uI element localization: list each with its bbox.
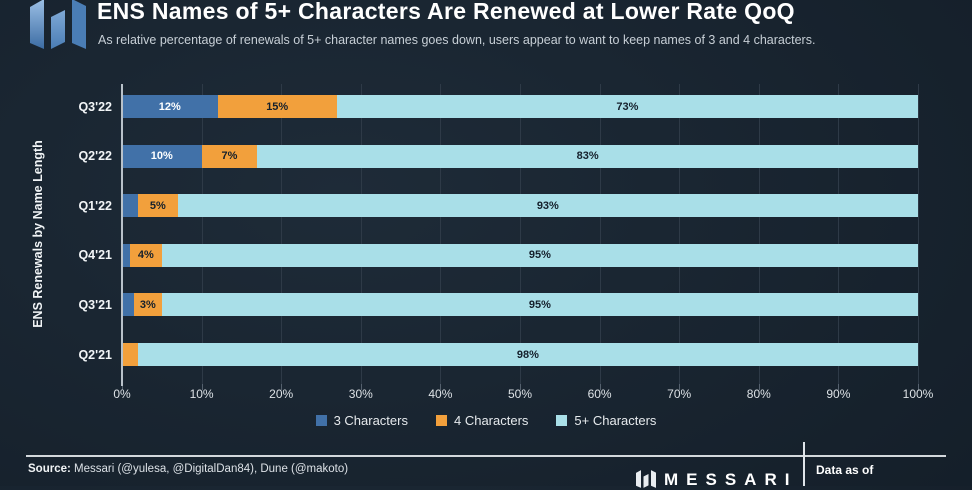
bar-segment bbox=[122, 194, 138, 218]
category-label: Q2'22 bbox=[78, 149, 112, 164]
source-label: Source: bbox=[28, 463, 71, 475]
x-tick-label: 60% bbox=[587, 387, 612, 401]
bar-segment-label: 93% bbox=[536, 199, 559, 212]
bar-segment-label: 7% bbox=[221, 150, 238, 163]
tick-mark bbox=[838, 384, 840, 390]
legend-swatch bbox=[435, 414, 447, 426]
gridline bbox=[360, 84, 362, 384]
category-label: Q1'22 bbox=[78, 198, 112, 213]
bar-segment: 7% bbox=[201, 144, 258, 168]
source-text: Source: Messari (@yulesa, @DigitalDan84)… bbox=[28, 463, 348, 475]
legend: 3 Characters 4 Characters 5+ Characters bbox=[0, 411, 972, 429]
gridline bbox=[281, 84, 283, 384]
bar-segment-label: 12% bbox=[158, 100, 181, 113]
tick-mark bbox=[360, 384, 362, 390]
bar-row: 3% 95% bbox=[122, 293, 918, 317]
gridline bbox=[201, 84, 203, 384]
legend-item: 3 Characters bbox=[315, 412, 408, 428]
legend-item: 4 Characters bbox=[435, 412, 529, 428]
bar-row: 12% 15% 73% bbox=[122, 95, 918, 118]
messari-wordmark-text: MESSARI bbox=[664, 470, 798, 489]
footer-divider-line bbox=[26, 455, 946, 457]
data-as-of-label: Data as of bbox=[816, 463, 874, 477]
bar-segment-label: 83% bbox=[576, 150, 599, 163]
gridline bbox=[520, 84, 521, 384]
legend-label: 5+ Characters bbox=[574, 412, 657, 428]
category-label: Q2'21 bbox=[78, 347, 112, 362]
gridline bbox=[758, 84, 760, 384]
chart-subtitle: As relative percentage of renewals of 5+… bbox=[98, 33, 816, 47]
gridline bbox=[599, 84, 601, 384]
bar-row: 10% 7% 83% bbox=[122, 144, 918, 168]
bar-row: 98% bbox=[122, 343, 918, 366]
footer-vertical-divider bbox=[803, 442, 805, 486]
category-label: Q3'21 bbox=[78, 297, 112, 312]
bar-segment: 12% bbox=[122, 95, 218, 118]
bar-segment bbox=[122, 293, 134, 317]
bar-row: 4% 95% bbox=[122, 243, 918, 267]
bar-segment-label: 95% bbox=[528, 249, 551, 262]
tick-mark bbox=[679, 384, 681, 390]
legend-swatch bbox=[556, 414, 568, 426]
bar-segment-label: 4% bbox=[137, 249, 154, 262]
plot-area: 12% 15% 73% 10% 7% 83% 5% 93% 4% 95% 3% 95% 98% bbox=[121, 84, 919, 390]
tick-mark bbox=[520, 384, 521, 390]
bar-segment-label: 95% bbox=[528, 298, 551, 311]
tick-mark bbox=[201, 384, 203, 390]
category-label: Q3'22 bbox=[78, 99, 112, 114]
category-label: Q4'21 bbox=[78, 248, 112, 263]
legend-swatch bbox=[315, 414, 327, 426]
x-tick-label: 90% bbox=[826, 387, 851, 401]
bar-segment: 83% bbox=[257, 144, 918, 168]
gridline bbox=[838, 84, 840, 384]
bar-segment: 4% bbox=[129, 243, 162, 267]
bar-segment-label: 15% bbox=[266, 100, 289, 113]
messari-footer-icon bbox=[636, 470, 656, 488]
bar-segment: 3% bbox=[133, 293, 162, 317]
bar-segment: 98% bbox=[137, 343, 918, 366]
y-axis-line bbox=[121, 84, 123, 386]
bar-segment-label: 98% bbox=[516, 348, 539, 361]
bar-segment: 15% bbox=[217, 95, 337, 118]
legend-label: 3 Characters bbox=[333, 412, 408, 428]
x-tick-label: 40% bbox=[428, 387, 453, 401]
bar-segment bbox=[122, 243, 130, 267]
x-tick-label: 80% bbox=[746, 387, 771, 401]
bar-segment: 10% bbox=[122, 144, 202, 168]
tick-mark bbox=[758, 384, 760, 390]
x-tick-label: 70% bbox=[667, 387, 692, 401]
x-tick-label: 50% bbox=[507, 387, 533, 401]
tick-mark bbox=[440, 384, 442, 390]
tick-mark bbox=[281, 384, 283, 390]
bar-segment-label: 73% bbox=[616, 100, 639, 113]
bar-segment-label: 10% bbox=[150, 150, 173, 163]
tick-mark bbox=[122, 384, 123, 390]
x-tick-label: 0% bbox=[113, 387, 131, 401]
gridline bbox=[440, 84, 442, 384]
legend-label: 4 Characters bbox=[453, 412, 529, 428]
bar-segment-label: 3% bbox=[139, 298, 156, 311]
gridline bbox=[679, 84, 681, 384]
messari-wordmark: MESSARI bbox=[636, 470, 797, 490]
bar-row: 5% 93% bbox=[122, 194, 918, 218]
x-tick-label: 10% bbox=[189, 387, 214, 401]
tick-mark bbox=[918, 384, 919, 390]
gridline bbox=[918, 84, 919, 384]
bar-segment: 95% bbox=[161, 293, 918, 317]
bar-segment: 93% bbox=[177, 194, 918, 218]
x-tick-label: 30% bbox=[348, 387, 373, 401]
tick-mark bbox=[599, 384, 601, 390]
bar-segment: 95% bbox=[161, 243, 918, 267]
bar-segment-label: 5% bbox=[149, 199, 166, 212]
chart-title: ENS Names of 5+ Characters Are Renewed a… bbox=[97, 0, 795, 24]
x-tick-label: 20% bbox=[269, 387, 294, 401]
bar-segment: 73% bbox=[336, 95, 918, 118]
bar-segment: 5% bbox=[137, 194, 178, 218]
bar-segment bbox=[122, 343, 138, 366]
x-tick-label: 100% bbox=[902, 387, 934, 401]
source-credits: Messari (@yulesa, @DigitalDan84), Dune (… bbox=[70, 463, 349, 475]
messari-logo-icon bbox=[30, 0, 86, 49]
legend-item: 5+ Characters bbox=[556, 413, 656, 428]
